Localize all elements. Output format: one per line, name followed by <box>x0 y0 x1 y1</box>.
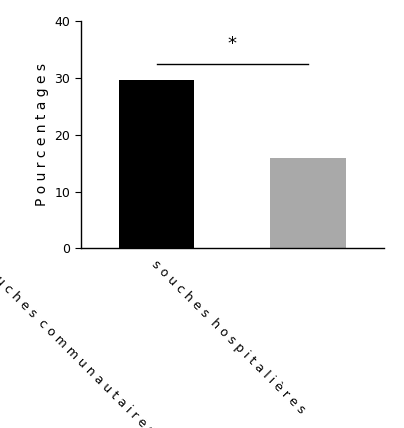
Bar <box>119 80 194 248</box>
Bar <box>270 158 346 248</box>
Text: *: * <box>228 35 237 53</box>
Y-axis label: P o u r c e n t a g e s: P o u r c e n t a g e s <box>35 63 49 206</box>
